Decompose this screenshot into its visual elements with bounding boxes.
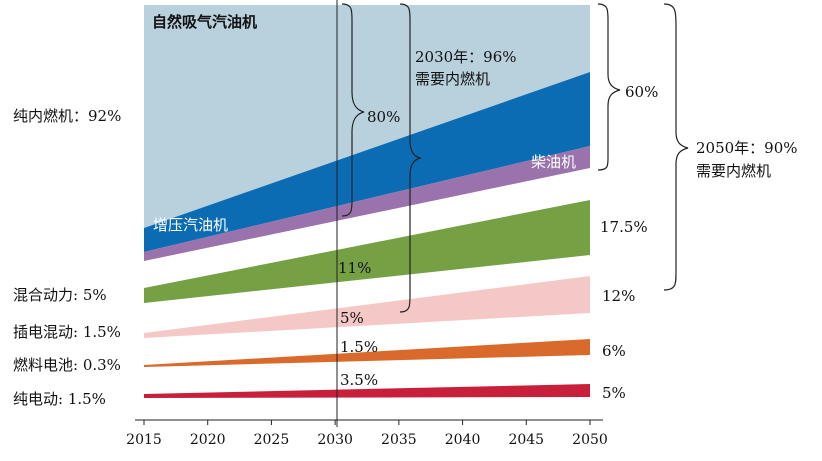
right-ev-label: 5% bbox=[602, 384, 626, 402]
brace-2030-total bbox=[399, 3, 422, 313]
x-tick-label: 2025 bbox=[254, 432, 290, 448]
right-phev-label: 12% bbox=[602, 287, 635, 305]
brace-2050-total bbox=[663, 3, 689, 291]
mid-hybrid-label: 11% bbox=[338, 259, 371, 277]
right-ice-label: 60% bbox=[625, 83, 658, 101]
mid-total-line2: 需要内燃机 bbox=[415, 70, 490, 88]
diesel-label: 柴油机 bbox=[531, 153, 576, 171]
hybrid-area bbox=[144, 200, 590, 303]
left-hybrid-label: 混合动力: 5% bbox=[13, 286, 107, 304]
na-gas-label: 自然吸气汽油机 bbox=[152, 13, 257, 31]
x-tick-label: 2015 bbox=[126, 432, 162, 448]
mid-ev-label: 3.5% bbox=[340, 371, 378, 389]
right-fuel-cell-label: 6% bbox=[602, 342, 626, 360]
mid-total-line1: 2030年：96% bbox=[415, 48, 517, 66]
left-ev-label: 纯电动: 1.5% bbox=[13, 390, 106, 408]
right-hybrid-label: 17.5% bbox=[600, 218, 648, 236]
diesel-engine-area bbox=[144, 146, 590, 261]
left-ice-label: 纯内燃机：92% bbox=[13, 107, 121, 125]
mid-ice-label: 80% bbox=[367, 108, 400, 126]
x-tick-label: 2030 bbox=[317, 432, 353, 448]
fuel-cell-area bbox=[144, 339, 590, 367]
turbo-label: 增压汽油机 bbox=[153, 216, 228, 234]
x-tick-label: 2040 bbox=[445, 432, 481, 448]
na-gas-engine-area bbox=[144, 5, 590, 228]
phev-area bbox=[144, 276, 590, 338]
x-tick-label: 2035 bbox=[381, 432, 417, 448]
right-total-line2: 需要内燃机 bbox=[696, 162, 771, 180]
right-total-line1: 2050年：90% bbox=[696, 139, 798, 157]
x-tick-label: 2020 bbox=[190, 432, 226, 448]
brace-2050-ice bbox=[597, 3, 621, 171]
x-tick-label: 2045 bbox=[508, 432, 544, 448]
left-phev-label: 插电混动: 1.5% bbox=[13, 323, 121, 341]
x-tick-label: 2050 bbox=[572, 432, 608, 448]
mid-phev-label: 5% bbox=[340, 309, 364, 327]
x-axis-ticks: 2015 2020 2025 2030 2035 2040 2045 2050 bbox=[126, 420, 608, 448]
brace-2030-ice bbox=[341, 3, 365, 217]
mid-fuel-cell-label: 1.5% bbox=[340, 338, 378, 356]
left-fuel-cell-label: 燃料电池: 0.3% bbox=[13, 356, 121, 374]
turbo-gas-engine-area bbox=[144, 72, 590, 252]
ev-area bbox=[144, 384, 590, 398]
